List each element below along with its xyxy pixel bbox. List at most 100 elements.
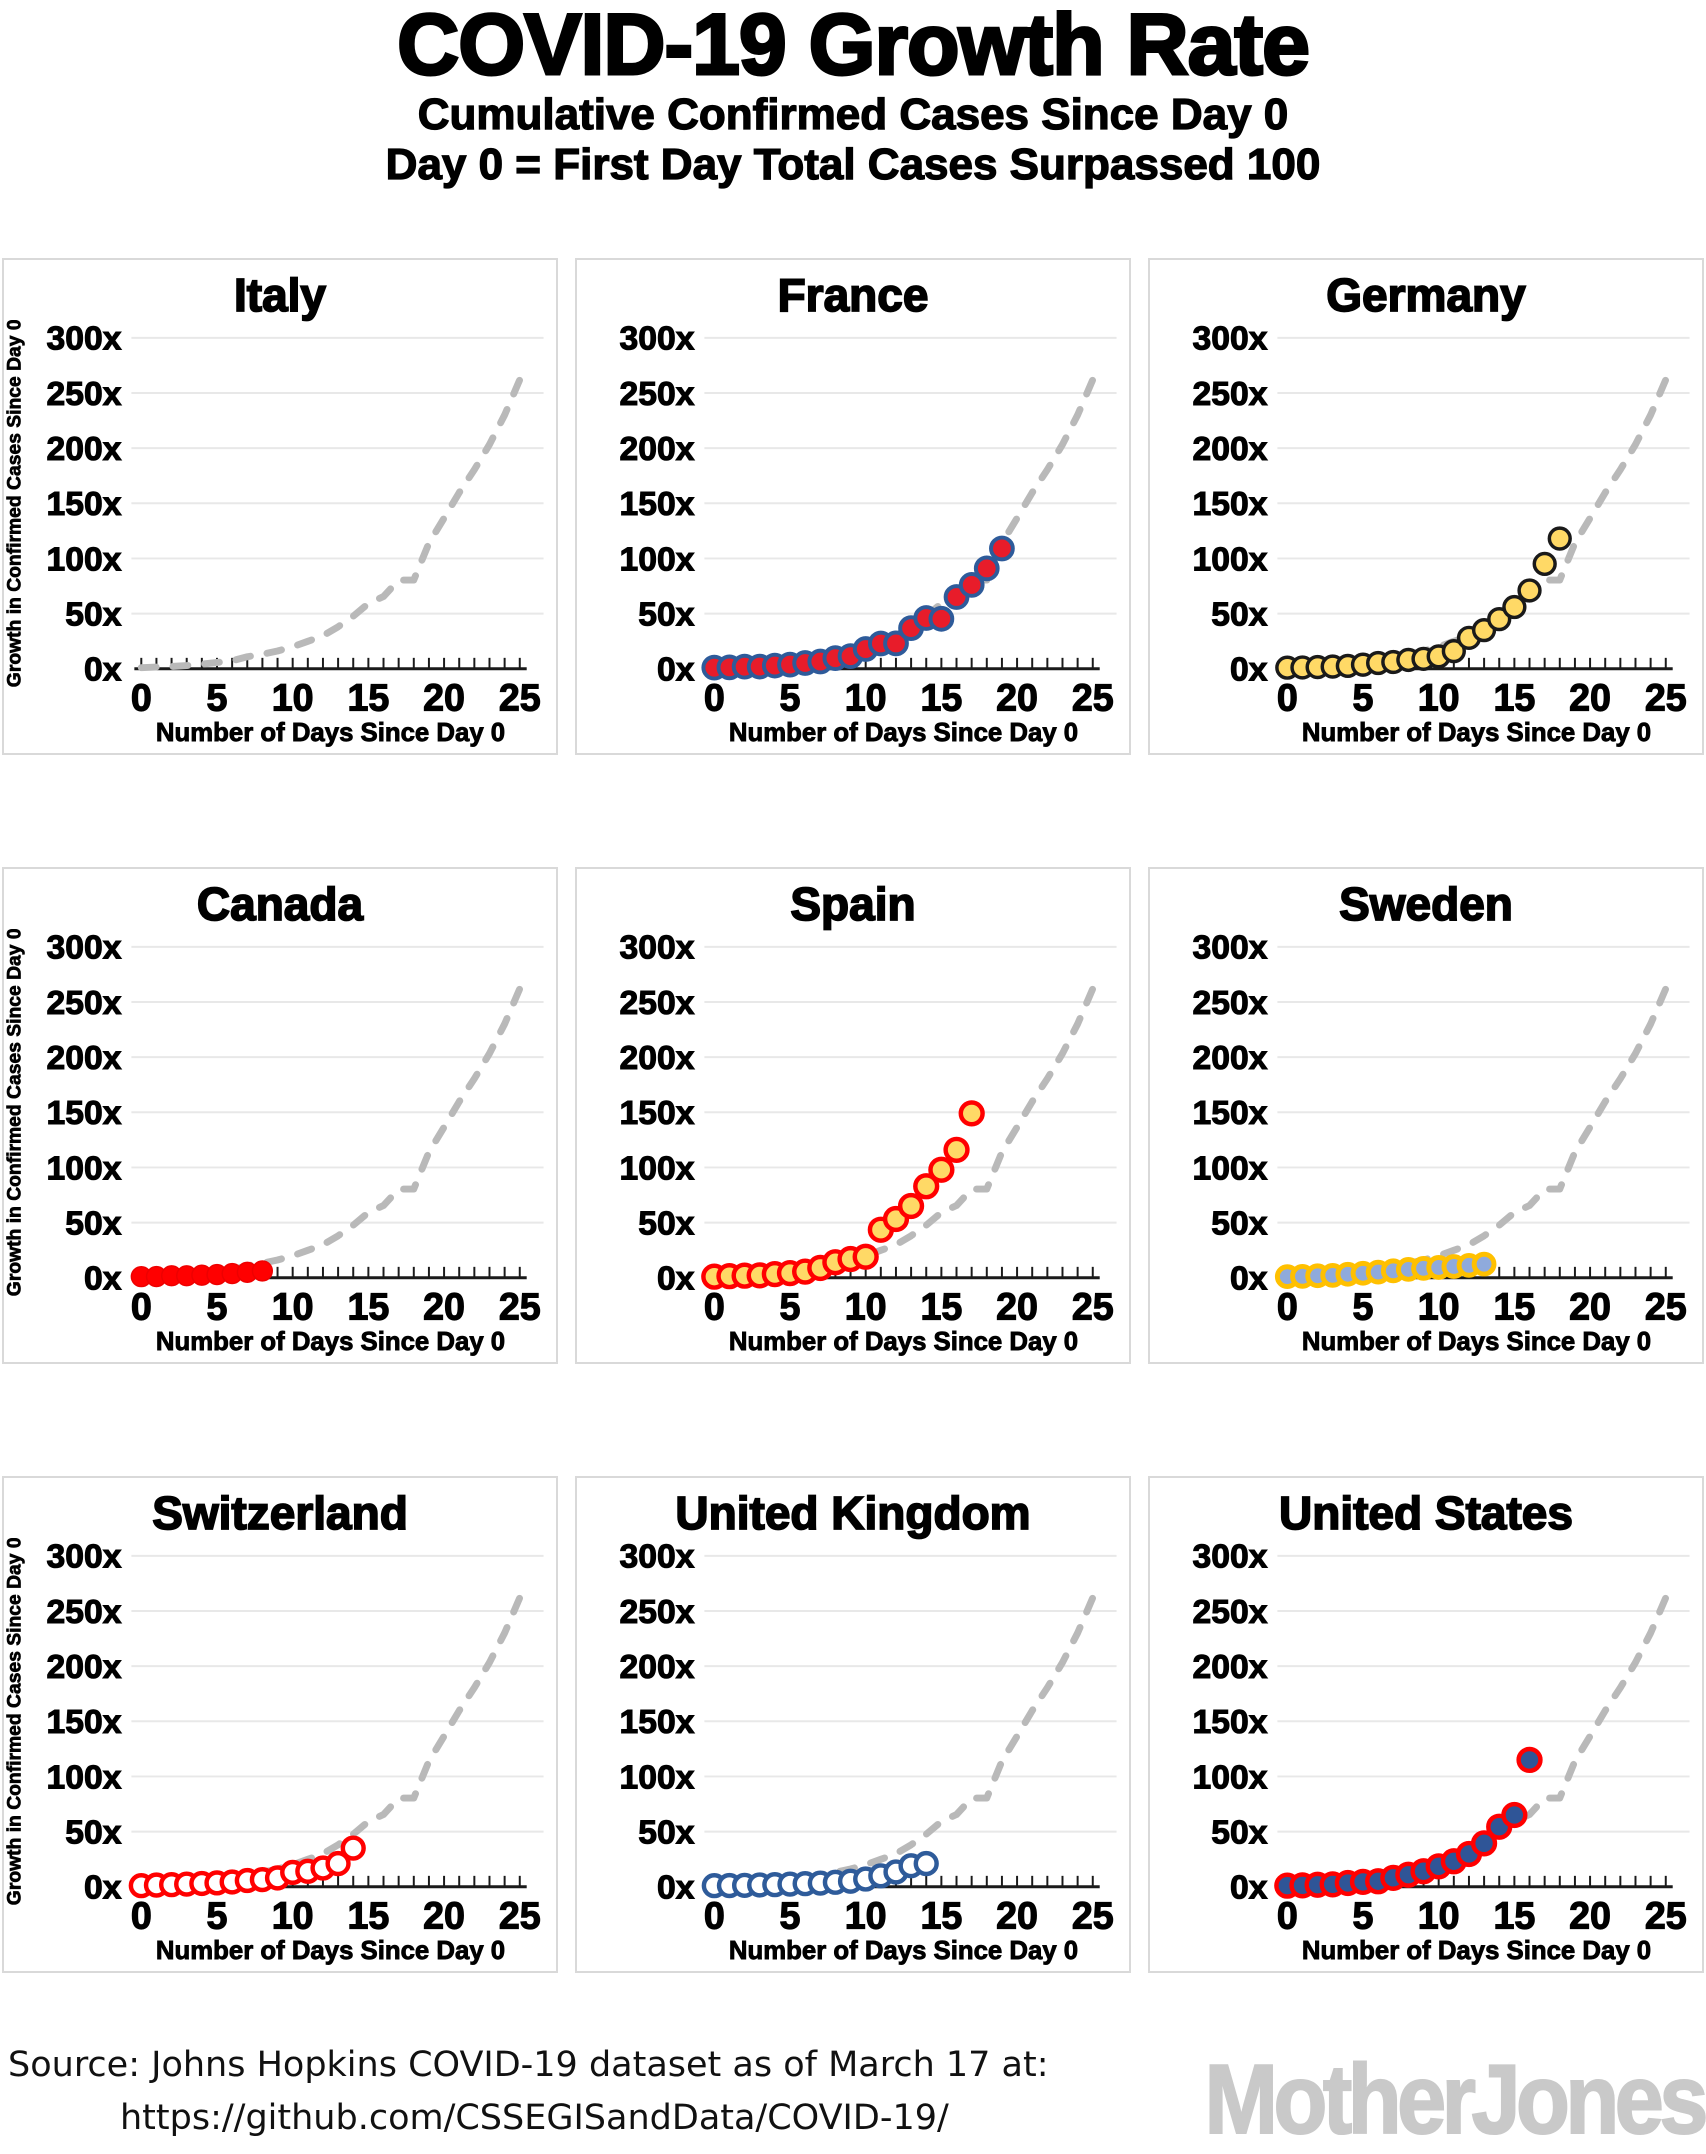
y-tick-label: 300x — [1193, 1539, 1268, 1576]
y-tick-label: 150x — [47, 1095, 122, 1132]
x-tick-label: 25 — [499, 676, 541, 718]
x-tick-label: 25 — [1072, 676, 1114, 718]
data-point — [913, 1850, 939, 1877]
y-tick-label: 100x — [620, 1759, 695, 1796]
x-axis-title: Number of Days Since Day 0 — [729, 1328, 1078, 1356]
x-tick-label: 20 — [423, 1894, 465, 1936]
x-tick-label: 25 — [499, 1285, 541, 1327]
data-point — [883, 630, 909, 657]
data-point — [897, 1192, 925, 1220]
data-point — [1471, 1251, 1497, 1277]
data-point — [928, 605, 955, 632]
x-tick-label: 0 — [131, 676, 152, 718]
country-title-france: France — [777, 268, 930, 322]
italy-reference-curve — [710, 985, 1097, 1281]
data-point — [958, 1100, 985, 1127]
country-chart-united-kingdom: 0x 50x 100x 150x 200x 250x 300x 0 5 10 15 20 25Numbe… — [619, 1538, 1117, 1966]
y-tick-label: 200x — [47, 1649, 122, 1686]
x-tick-label: 15 — [1493, 1285, 1535, 1327]
y-axis-title: Growth in Confirmed Cases Since Day 0 — [4, 1538, 25, 1905]
y-tick-label: 300x — [620, 930, 695, 967]
y-tick-label: 50x — [1211, 596, 1267, 633]
x-axis-title: Number of Days Since Day 0 — [156, 719, 505, 747]
y-tick-label: 50x — [1211, 1814, 1267, 1851]
y-tick-label: 150x — [620, 1095, 695, 1132]
x-tick-label: 20 — [1569, 1894, 1611, 1936]
x-tick-label: 20 — [996, 1285, 1038, 1327]
x-tick-label: 25 — [1072, 1894, 1114, 1936]
x-tick-label: 20 — [1569, 1285, 1611, 1327]
y-tick-label: 100x — [1193, 1759, 1268, 1796]
y-tick-label: 250x — [1193, 985, 1268, 1022]
data-point — [1470, 1830, 1498, 1857]
country-chart-france: 0x 50x 100x 150x 200x 250x 300x 0 5 10 15 20 25Numbe… — [619, 320, 1117, 748]
country-chart-spain: 0x 50x 100x 150x 200x 250x 300x 0 5 10 15 20 25Numbe… — [619, 929, 1117, 1357]
x-tick-label: 10 — [272, 1285, 314, 1327]
y-tick-label: 0x — [657, 1261, 695, 1298]
x-axis-title: Number of Days Since Day 0 — [156, 1328, 505, 1356]
italy-reference-curve — [137, 985, 524, 1281]
x-tick-label: 10 — [1418, 1285, 1460, 1327]
y-tick-label: 300x — [47, 930, 122, 967]
country-panel-united-states: United States 0x 50x 100x 150x 200x 250x 300x 0… — [1148, 1476, 1704, 1973]
x-tick-label: 5 — [207, 1285, 228, 1327]
x-tick-label: 25 — [1072, 1285, 1114, 1327]
country-panel-germany: Germany 0x 50x 100x 150x 200x 250x 300x 0 5 10 15 2… — [1148, 258, 1704, 755]
page-title: COVID-19 Growth Rate — [396, 0, 1312, 93]
x-tick-label: 20 — [423, 676, 465, 718]
y-tick-label: 0x — [1230, 1870, 1268, 1907]
x-axis-title: Number of Days Since Day 0 — [1302, 719, 1651, 747]
x-axis-title: Number of Days Since Day 0 — [729, 1937, 1078, 1965]
data-point — [1517, 578, 1542, 603]
x-tick-label: 25 — [499, 1894, 541, 1936]
x-tick-label: 0 — [1277, 1894, 1298, 1936]
country-title-germany: Germany — [1325, 268, 1526, 322]
x-tick-label: 0 — [704, 676, 725, 718]
y-tick-label: 50x — [65, 596, 121, 633]
y-tick-label: 50x — [65, 1205, 121, 1242]
y-tick-label: 300x — [1193, 321, 1268, 358]
y-tick-label: 150x — [1193, 1704, 1268, 1741]
y-tick-label: 100x — [47, 1759, 122, 1796]
country-title-sweden: Sweden — [1338, 877, 1514, 931]
country-panel-sweden: Sweden 0x 50x 100x 150x 200x 250x 300x 0 5 10 15 20… — [1148, 867, 1704, 1364]
y-tick-label: 50x — [638, 1814, 694, 1851]
data-point — [1516, 1746, 1543, 1774]
country-chart-italy: 0x 50x 100x 150x 200x 250x 300x 0 5 10 15 20 25Numbe… — [4, 320, 544, 748]
x-tick-label: 10 — [272, 1894, 314, 1936]
country-chart-germany: 0x 50x 100x 150x 200x 250x 300x 0 5 10 15 20 25Numbe… — [1192, 320, 1690, 748]
data-point — [1441, 638, 1466, 664]
data-point — [852, 1243, 879, 1270]
y-tick-label: 150x — [47, 486, 122, 523]
y-tick-label: 100x — [620, 541, 695, 578]
x-tick-label: 5 — [1353, 676, 1374, 718]
y-tick-label: 50x — [65, 1814, 121, 1851]
y-tick-label: 250x — [47, 1594, 122, 1631]
y-tick-label: 200x — [47, 1040, 122, 1077]
x-tick-label: 15 — [347, 1894, 389, 1936]
data-point — [1501, 1801, 1528, 1829]
y-tick-label: 150x — [620, 486, 695, 523]
x-tick-label: 15 — [1493, 676, 1535, 718]
x-tick-label: 5 — [780, 1894, 801, 1936]
y-tick-label: 150x — [620, 1704, 695, 1741]
x-axis-title: Number of Days Since Day 0 — [1302, 1328, 1651, 1356]
x-tick-label: 15 — [920, 1894, 962, 1936]
x-axis-title: Number of Days Since Day 0 — [729, 719, 1078, 747]
x-tick-label: 5 — [780, 676, 801, 718]
y-tick-label: 0x — [84, 652, 122, 689]
country-chart-united-states: 0x 50x 100x 150x 200x 250x 300x 0 5 10 15 20 25Numbe… — [1192, 1538, 1690, 1966]
x-tick-label: 20 — [423, 1285, 465, 1327]
x-tick-label: 15 — [920, 1285, 962, 1327]
italy-reference-curve — [137, 1594, 524, 1890]
country-title-italy: Italy — [233, 268, 327, 322]
x-tick-label: 20 — [1569, 676, 1611, 718]
y-axis-title: Growth in Confirmed Cases Since Day 0 — [4, 929, 25, 1296]
x-tick-label: 10 — [845, 676, 887, 718]
data-point — [251, 1260, 274, 1282]
country-chart-switzerland: 0x 50x 100x 150x 200x 250x 300x 0 5 10 15 20 25Numbe… — [4, 1538, 544, 1966]
subtitle-line-1: Cumulative Confirmed Cases Since Day 0 — [417, 89, 1289, 139]
x-tick-label: 20 — [996, 676, 1038, 718]
y-tick-label: 0x — [1230, 1261, 1268, 1298]
x-tick-label: 10 — [845, 1894, 887, 1936]
